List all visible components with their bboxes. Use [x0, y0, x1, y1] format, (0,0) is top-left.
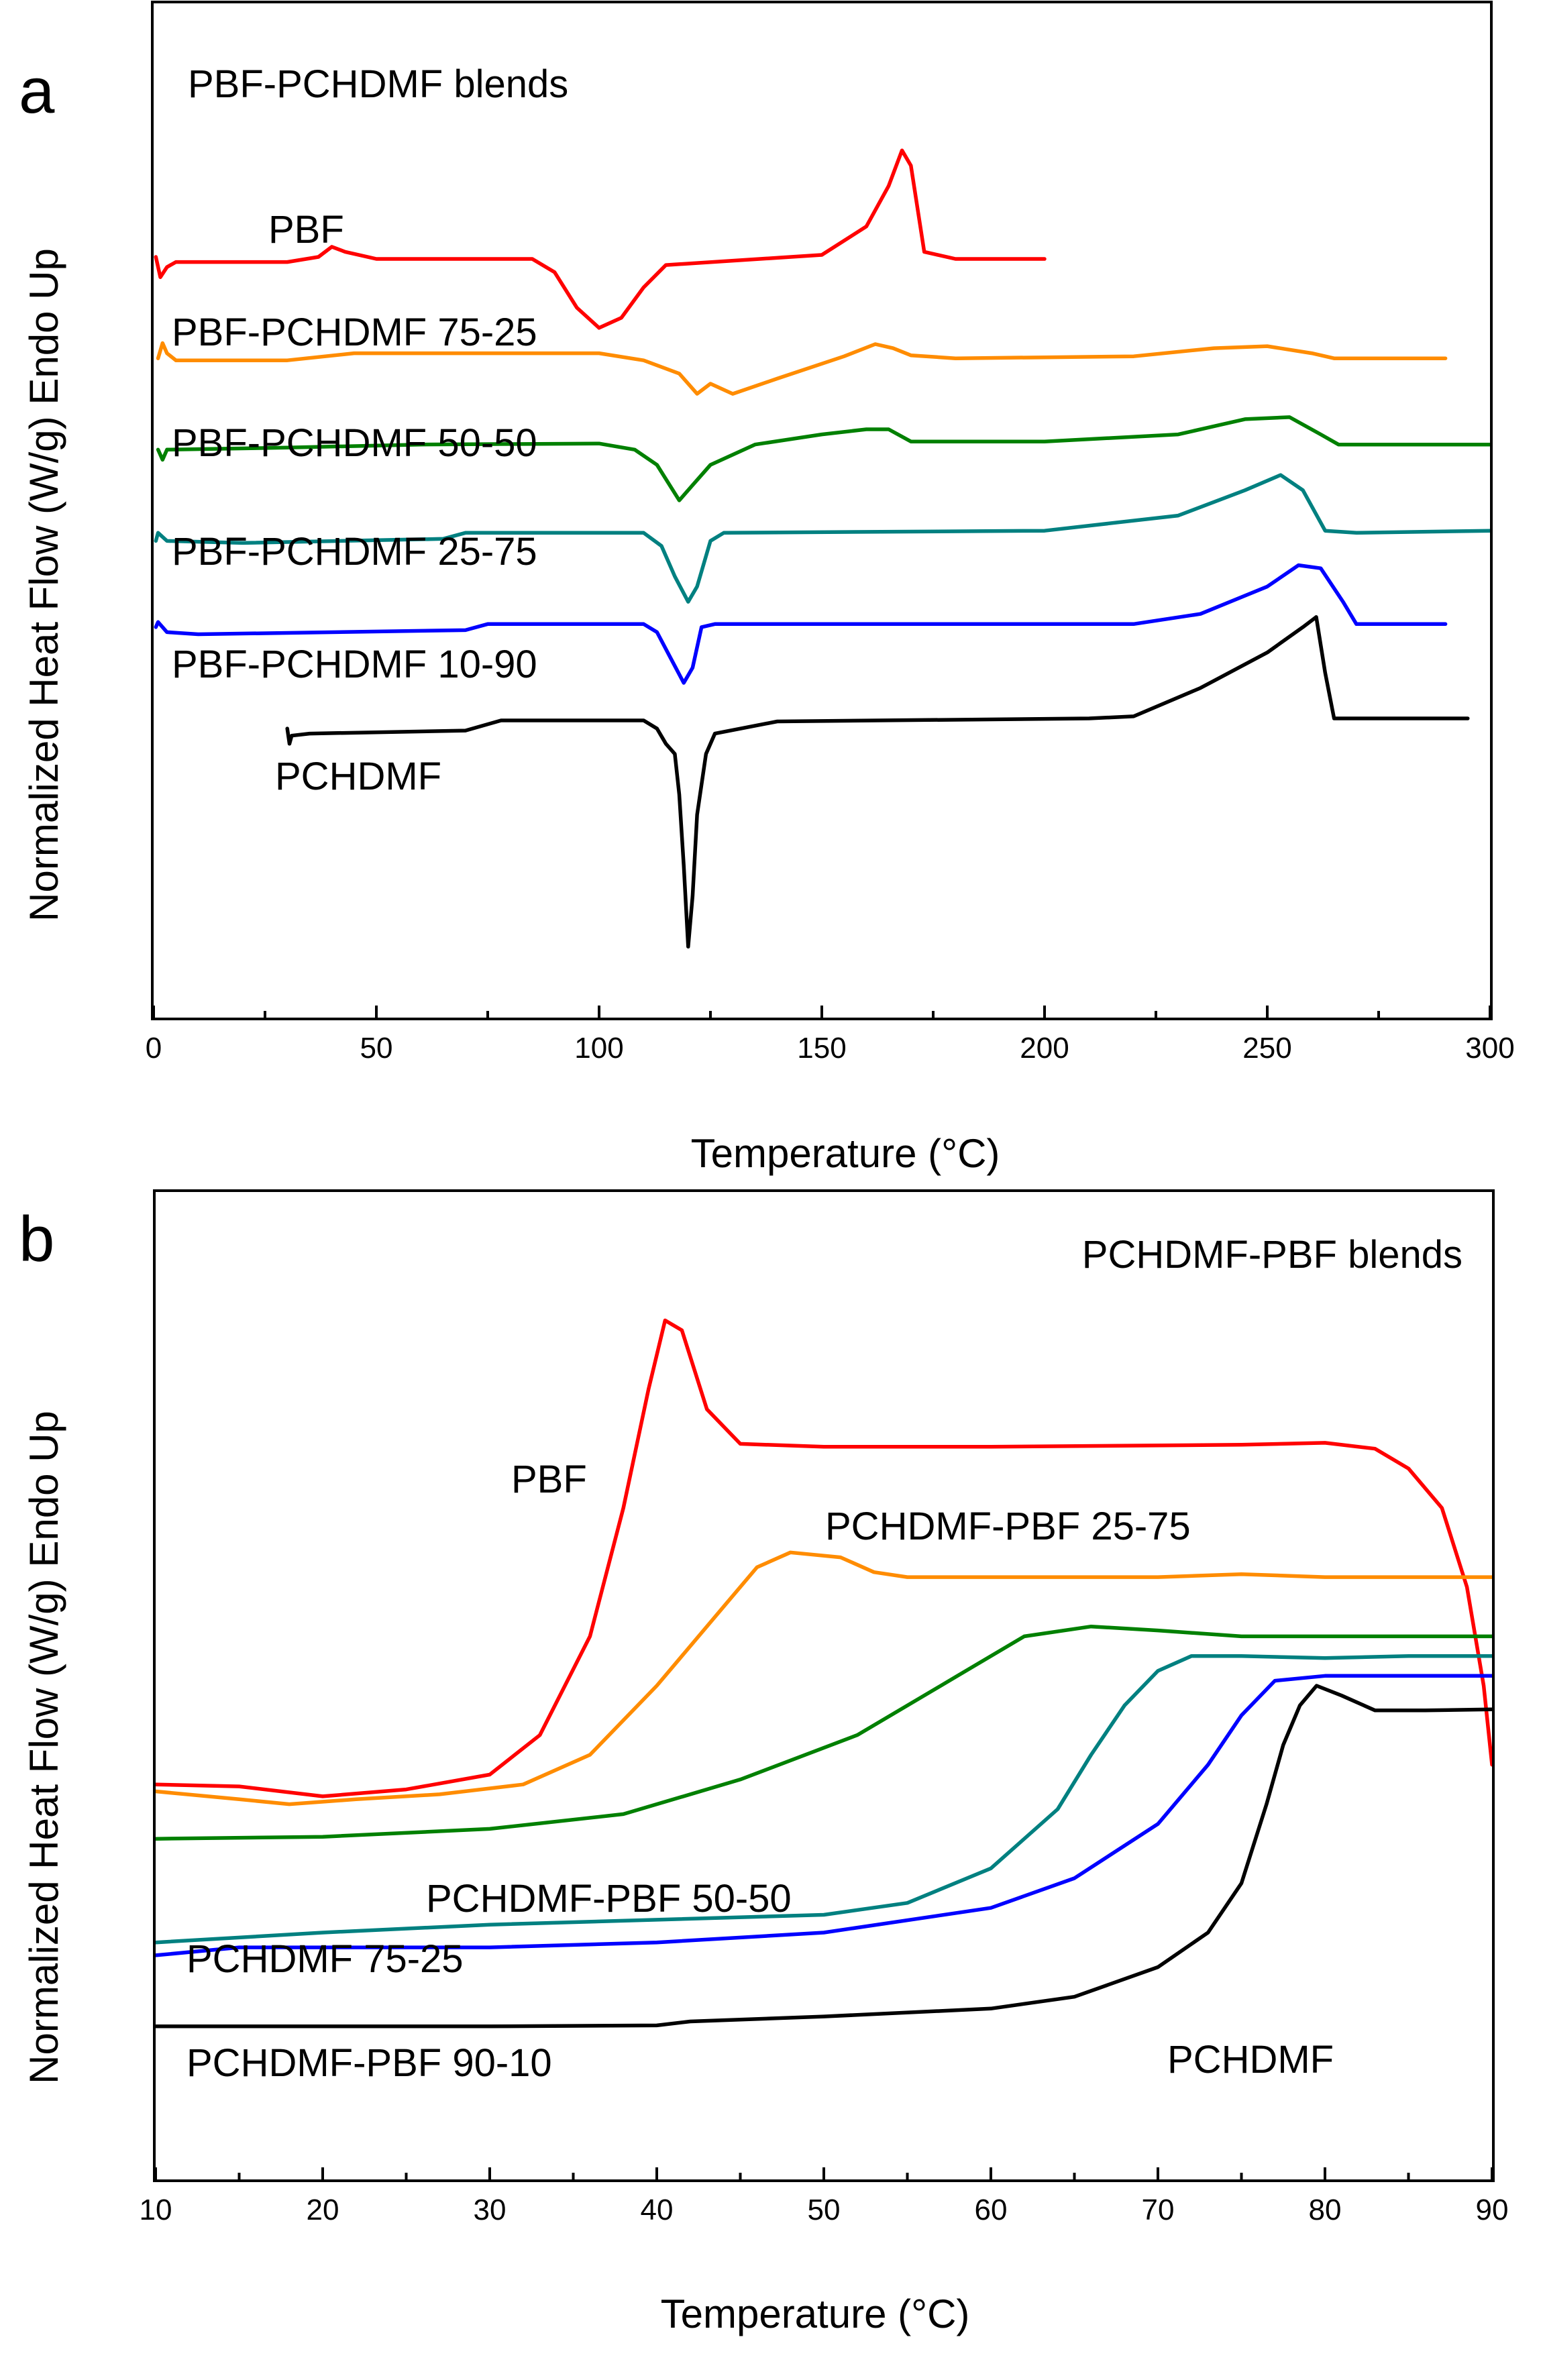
panel-a-x-tick-label: 200: [1020, 1032, 1069, 1065]
panel-a-label-75-25: PBF-PCHDMF 75-25: [172, 311, 537, 354]
panel-b-x-tick-label: 50: [808, 2194, 841, 2226]
panel-b-title: PCHDMF-PBF blends: [1082, 1233, 1462, 1277]
panel-b-x-tick-label: 10: [140, 2194, 172, 2226]
panel-b-x-tick-label: 60: [975, 2194, 1008, 2226]
panel-b-x-tick-label: 20: [307, 2194, 339, 2226]
panel-a-x-tick-label: 300: [1465, 1032, 1514, 1065]
panel-b-series-group: [154, 1318, 1494, 2029]
panel-a-letter: a: [19, 55, 55, 127]
panel-a-x-tick-label: 50: [360, 1032, 393, 1065]
panel-b-tick-group: 10 20 30 40 50 60 70 80 90: [140, 2167, 1509, 2226]
panel-b-x-tick-label: 30: [474, 2194, 507, 2226]
panel-a-series-group: [154, 148, 1492, 949]
panel-b-series-pchdmf-75-25: [154, 1654, 1494, 1945]
panel-b-series-pchdmf-pbf-90-10: [154, 1674, 1494, 1957]
panel-a-chart: a PBF-PCHDMF blends Normalized Heat Flow…: [19, 1, 1515, 1176]
panel-b-series-pbf: [154, 1318, 1494, 1798]
panel-a-series-pbf-pchdmf-25-75: [154, 473, 1492, 604]
panel-a-series-pbf-pchdmf-10-90: [154, 563, 1448, 685]
panel-b-series-pchdmf: [154, 1684, 1494, 2029]
panel-a-x-tick-label: 150: [797, 1032, 846, 1065]
panel-a-y-axis-label: Normalized Heat Flow (W/g) Endo Up: [21, 248, 66, 922]
panel-b-label-75-25: PCHDMF 75-25: [187, 1937, 464, 1981]
panel-a-x-tick-label: 0: [146, 1032, 162, 1065]
panel-b-chart: b PCHDMF-PBF blends Normalized Heat Flow…: [19, 1189, 1509, 2336]
panel-b-x-tick-label: 40: [641, 2194, 674, 2226]
panel-a-tick-group: 0 50 100 150 200 250 300: [146, 1006, 1515, 1065]
panel-a-x-tick-label: 250: [1242, 1032, 1291, 1065]
panel-a-title: PBF-PCHDMF blends: [188, 62, 568, 106]
panel-a-x-tick-label: 100: [574, 1032, 623, 1065]
panel-b-label-25-75: PCHDMF-PBF 25-75: [825, 1505, 1191, 1548]
panel-b-x-axis-label: Temperature (°C): [661, 2291, 970, 2336]
panel-a-label-10-90: PBF-PCHDMF 10-90: [172, 643, 537, 686]
panel-b-label-pchdmf: PCHDMF: [1167, 2038, 1334, 2081]
panel-a-series-pchdmf: [285, 615, 1470, 949]
panel-a-label-pchdmf: PCHDMF: [275, 755, 441, 798]
panel-b-series-pchdmf-pbf-50-50: [154, 1624, 1494, 1841]
panel-a-series-pbf-pchdmf-75-25: [156, 341, 1448, 396]
panel-a-label-25-75: PBF-PCHDMF 25-75: [172, 530, 537, 574]
panel-b-label-pbf: PBF: [511, 1458, 587, 1501]
panel-b-letter: b: [19, 1203, 54, 1275]
panel-b-label-50-50: PCHDMF-PBF 50-50: [426, 1877, 792, 1921]
panel-a-series-pbf: [154, 148, 1047, 330]
panel-a-axes-frame: [151, 1, 1493, 1020]
panel-a-label-50-50: PBF-PCHDMF 50-50: [172, 421, 537, 465]
panel-b-y-axis-label: Normalized Heat Flow (W/g) Endo Up: [21, 1411, 66, 2084]
panel-b-x-tick-label: 90: [1476, 2194, 1509, 2226]
panel-b-x-tick-label: 80: [1309, 2194, 1342, 2226]
panel-b-series-pchdmf-pbf-25-75: [154, 1550, 1494, 1806]
panel-a-label-pbf: PBF: [268, 208, 344, 252]
panel-a-x-axis-label: Temperature (°C): [691, 1131, 1000, 1176]
panel-b-label-90-10: PCHDMF-PBF 90-10: [187, 2041, 552, 2085]
panel-b-x-tick-label: 70: [1142, 2194, 1175, 2226]
panel-a-series-pbf-pchdmf-50-50: [156, 415, 1492, 502]
panel-b-axes-frame: [153, 1189, 1495, 2182]
